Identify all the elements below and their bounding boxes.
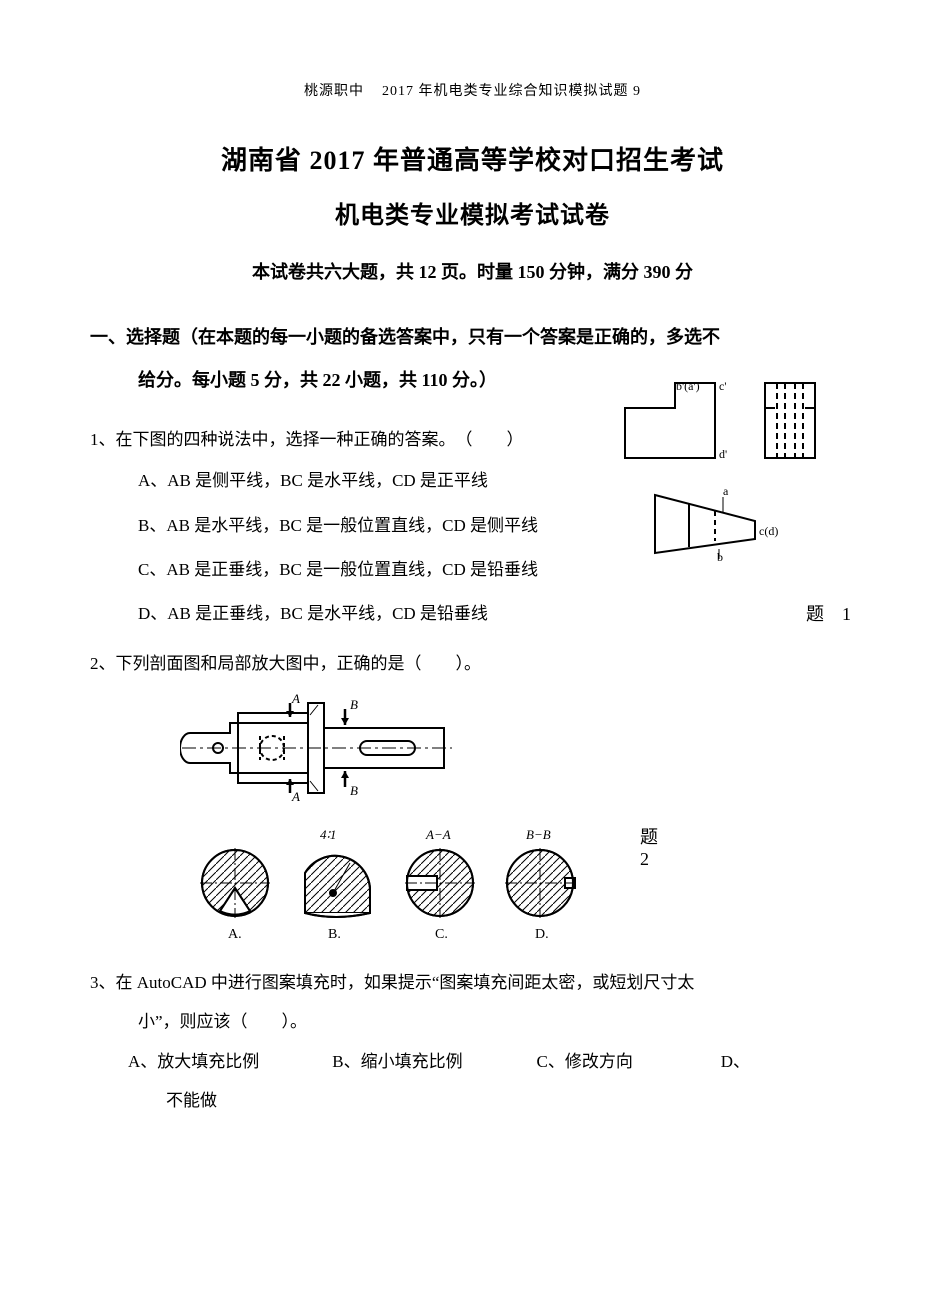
q3-stem-line2: 小”，则应该（ ）。 (90, 1002, 855, 1041)
q2-stem: 2、下列剖面图和局部放大图中，正确的是（ ）。 (90, 644, 855, 683)
q3-opt-d2: 不能做 (128, 1081, 217, 1120)
figure-1-label: 题 1 (806, 600, 851, 626)
svg-text:B: B (350, 783, 358, 798)
q1-stem: 1、在下图的四种说法中，选择一种正确的答案。 （ ） (90, 420, 620, 459)
q1-options: A、AB 是侧平线，BC 是水平线，CD 是正平线 B、AB 是水平线，BC 是… (90, 459, 620, 636)
svg-text:c(d): c(d) (759, 524, 778, 538)
svg-text:c': c' (719, 379, 727, 393)
q3-options: A、放大填充比例 B、缩小填充比例 C、修改方向 D、 不能做 (90, 1042, 855, 1120)
q1-opt-c: C、AB 是正垂线，BC 是一般位置直线，CD 是铅垂线 (138, 548, 620, 592)
svg-text:b'(a'): b'(a') (676, 379, 700, 393)
svg-text:B.: B. (328, 927, 341, 942)
q1-opt-d: D、AB 是正垂线，BC 是水平线，CD 是铅垂线 (138, 592, 620, 636)
figure-2-svg: A A B B (180, 693, 610, 953)
svg-text:B: B (350, 697, 358, 712)
question-3: 3、在 AutoCAD 中进行图案填充时，如果提示“图案填充间距太密，或短划尺寸… (90, 963, 855, 1119)
q1-opt-a: A、AB 是侧平线，BC 是水平线，CD 是正平线 (138, 459, 620, 503)
svg-text:a: a (723, 484, 729, 498)
q3-opt-b: B、缩小填充比例 (332, 1042, 532, 1081)
running-header: 桃源职中 2017 年机电类专业综合知识模拟试题 9 (90, 80, 855, 100)
figure-1: b'(a') c' d' a c(d) b 题 1 (620, 378, 855, 618)
section-1-line1: 一、选择题（在本题的每一小题的备选答案中，只有一个答案是正确的，多选不 (90, 327, 720, 347)
svg-text:d': d' (719, 447, 727, 461)
header-right: 2017 年机电类专业综合知识模拟试题 9 (382, 84, 641, 99)
fig2-ratio: 4∶1 (320, 827, 336, 842)
q1-opt-b: B、AB 是水平线，BC 是一般位置直线，CD 是侧平线 (138, 504, 620, 548)
question-1: 1、在下图的四种说法中，选择一种正确的答案。 （ ） A、AB 是侧平线，BC … (90, 420, 620, 636)
q3-opt-a: A、放大填充比例 (128, 1042, 328, 1081)
title-sub: 机电类专业模拟考试试卷 (90, 195, 855, 230)
exam-info: 本试卷共六大题，共 12 页。时量 150 分钟，满分 390 分 (90, 258, 855, 284)
fig2-bb: B−B (526, 827, 551, 842)
figure-2-label: 题 2 (640, 823, 676, 870)
header-left: 桃源职中 (304, 84, 364, 99)
figure-1-svg: b'(a') c' d' a c(d) b (620, 378, 855, 598)
q3-opt-d: D、 (721, 1042, 781, 1081)
svg-text:A: A (291, 789, 300, 804)
figure-2: A A B B (180, 693, 610, 953)
svg-text:A: A (291, 693, 300, 706)
svg-text:b: b (717, 550, 723, 564)
q3-stem-line1: 3、在 AutoCAD 中进行图案填充时，如果提示“图案填充间距太密，或短划尺寸… (90, 963, 855, 1002)
svg-text:D.: D. (535, 927, 549, 942)
question-2: 2、下列剖面图和局部放大图中，正确的是（ ）。 (90, 644, 855, 683)
svg-text:A.: A. (228, 927, 242, 942)
q3-opt-c: C、修改方向 (537, 1042, 717, 1081)
svg-text:C.: C. (435, 927, 448, 942)
title-main: 湖南省 2017 年普通高等学校对口招生考试 (90, 140, 855, 177)
fig2-aa: A−A (425, 827, 451, 842)
